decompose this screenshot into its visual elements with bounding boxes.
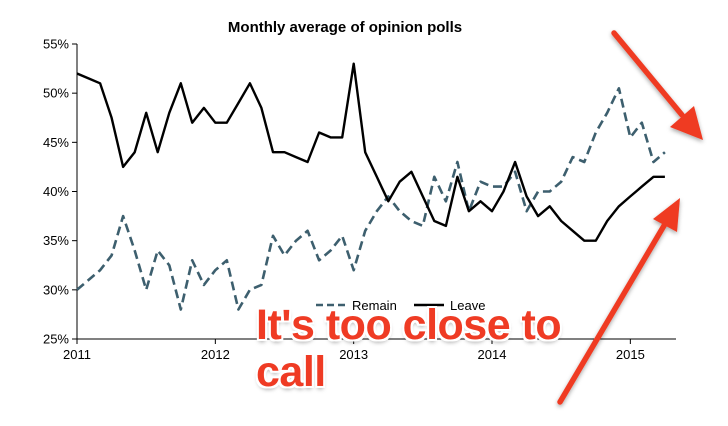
y-tick-label: 55% <box>43 37 69 52</box>
y-tick-label: 35% <box>43 233 69 248</box>
annotation-line-2: call <box>256 348 326 396</box>
x-tick-label: 2015 <box>616 347 645 362</box>
annotation-line-1: It's too close to <box>256 301 562 349</box>
axes <box>76 44 676 340</box>
series-line-leave <box>76 62 665 242</box>
y-axis: 25% 30% 35% 40% 45% 50% 55% <box>43 37 77 347</box>
annotation-text: It's too close to call <box>256 302 586 396</box>
upper-arrow-icon <box>611 30 703 140</box>
x-tick-label: 2011 <box>63 347 91 362</box>
series-line-remain <box>76 87 666 311</box>
y-tick-label: 40% <box>43 184 69 199</box>
y-tick-label: 50% <box>43 86 69 101</box>
x-axis: 2011 2012 2013 2014 2015 <box>63 339 645 362</box>
legend: Remain Leave <box>316 298 485 313</box>
y-tick-label: 45% <box>43 135 69 150</box>
series-layer <box>76 62 666 311</box>
y-tick-label: 30% <box>43 282 69 297</box>
x-tick-label: 2013 <box>339 347 368 362</box>
lower-arrow-icon <box>557 198 680 405</box>
x-tick-label: 2012 <box>201 347 230 362</box>
legend-label-leave: Leave <box>450 298 485 313</box>
x-tick-label: 2014 <box>478 347 507 362</box>
legend-label-remain: Remain <box>352 298 397 313</box>
chart-title: Monthly average of opinion polls <box>228 19 462 36</box>
y-tick-label: 25% <box>43 332 69 347</box>
